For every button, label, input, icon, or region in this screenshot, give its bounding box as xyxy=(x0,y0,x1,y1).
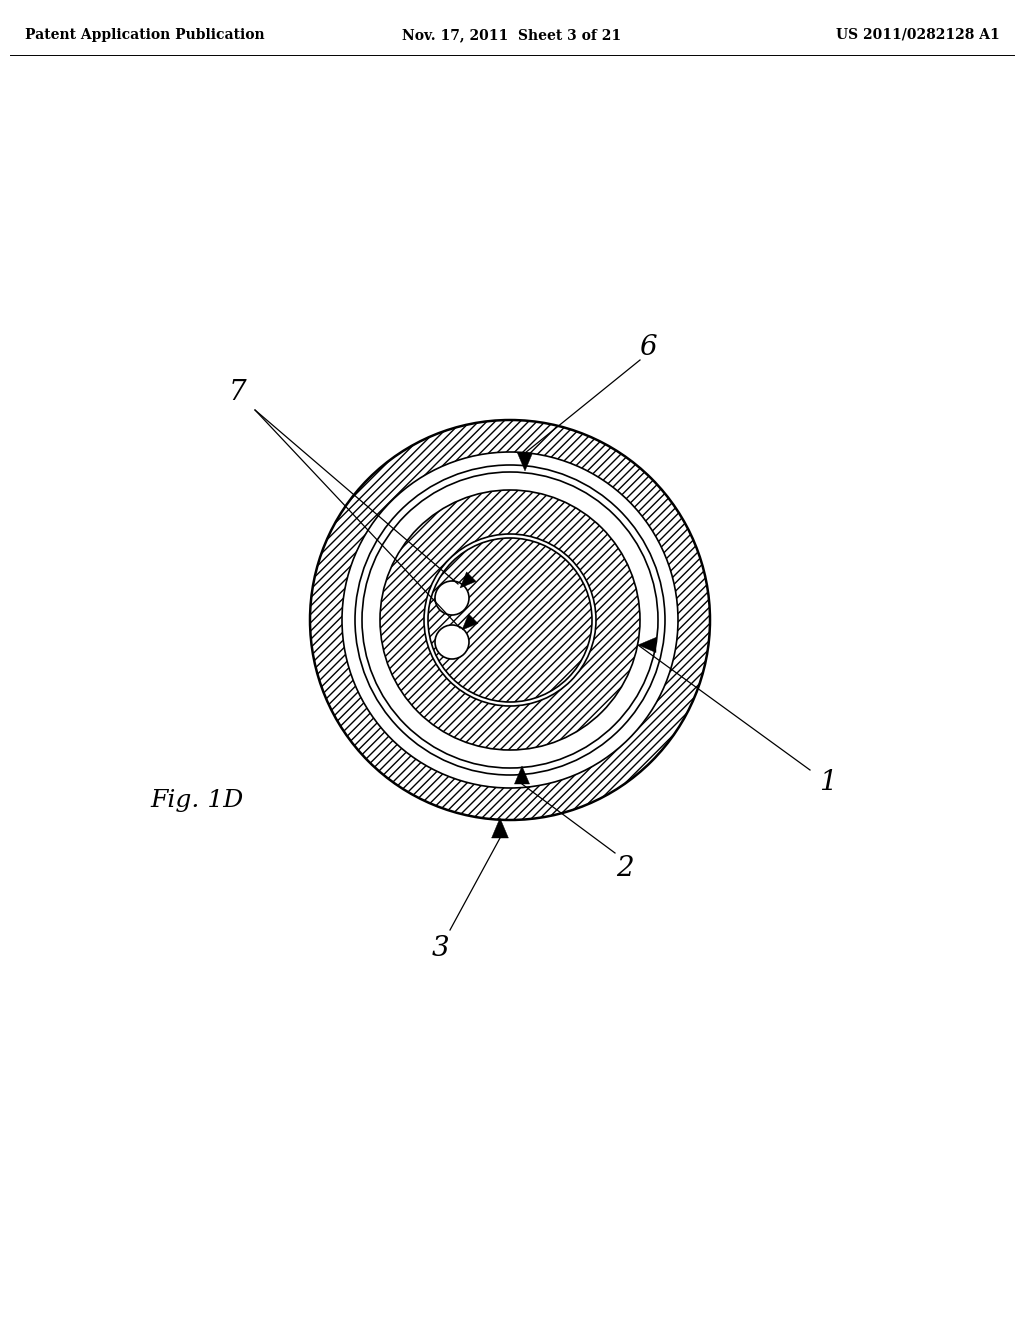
Polygon shape xyxy=(460,572,476,587)
Polygon shape xyxy=(492,818,508,838)
Circle shape xyxy=(380,490,640,750)
Text: 2: 2 xyxy=(616,854,634,882)
Polygon shape xyxy=(517,453,532,471)
Circle shape xyxy=(428,539,592,702)
Text: 1: 1 xyxy=(819,768,837,796)
Polygon shape xyxy=(638,638,656,652)
Polygon shape xyxy=(514,766,529,784)
Circle shape xyxy=(310,420,710,820)
Text: US 2011/0282128 A1: US 2011/0282128 A1 xyxy=(837,28,1000,42)
Text: 3: 3 xyxy=(431,935,449,961)
Circle shape xyxy=(342,451,678,788)
Circle shape xyxy=(435,624,469,659)
Text: Fig. 1D: Fig. 1D xyxy=(150,788,244,812)
Polygon shape xyxy=(462,614,478,630)
Text: 7: 7 xyxy=(228,379,246,405)
Text: Patent Application Publication: Patent Application Publication xyxy=(25,28,264,42)
Circle shape xyxy=(424,535,596,706)
Text: 6: 6 xyxy=(639,334,656,362)
Circle shape xyxy=(435,581,469,615)
Text: Nov. 17, 2011  Sheet 3 of 21: Nov. 17, 2011 Sheet 3 of 21 xyxy=(402,28,622,42)
